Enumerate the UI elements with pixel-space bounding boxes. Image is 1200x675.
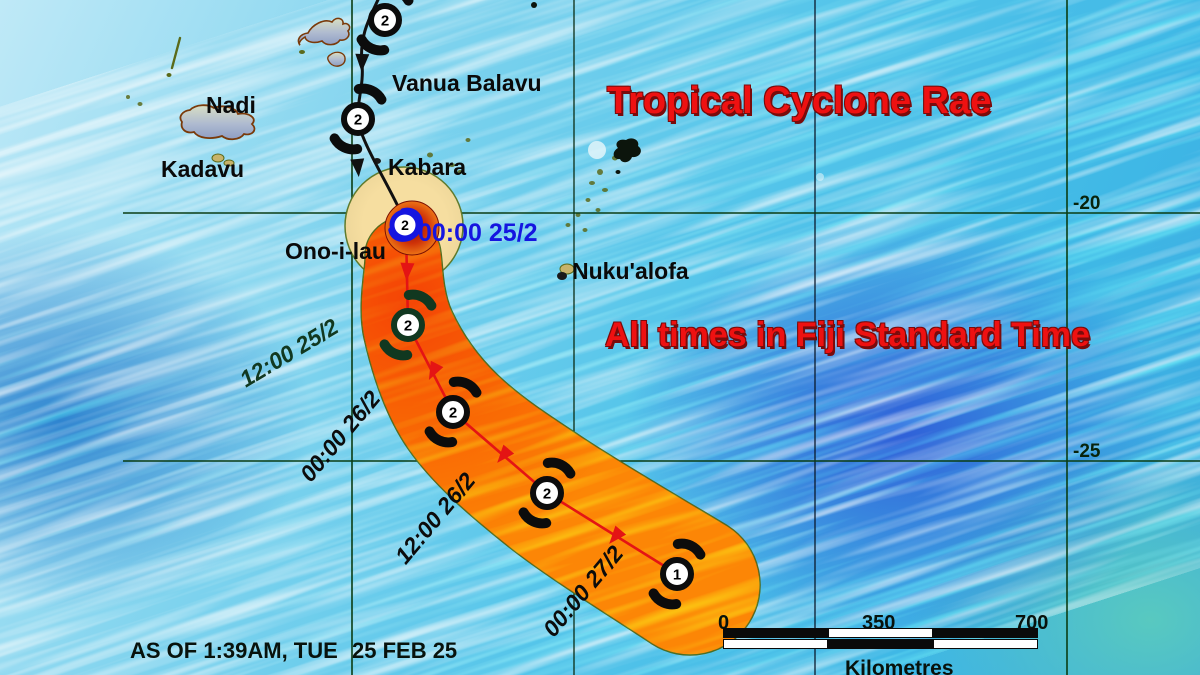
svg-text:2: 2 (404, 318, 412, 335)
svg-text:2: 2 (401, 217, 409, 233)
svg-text:2: 2 (449, 405, 457, 422)
svg-text:1: 1 (673, 567, 681, 584)
svg-text:2: 2 (381, 13, 389, 30)
svg-text:2: 2 (543, 486, 551, 503)
svg-text:2: 2 (354, 112, 362, 129)
